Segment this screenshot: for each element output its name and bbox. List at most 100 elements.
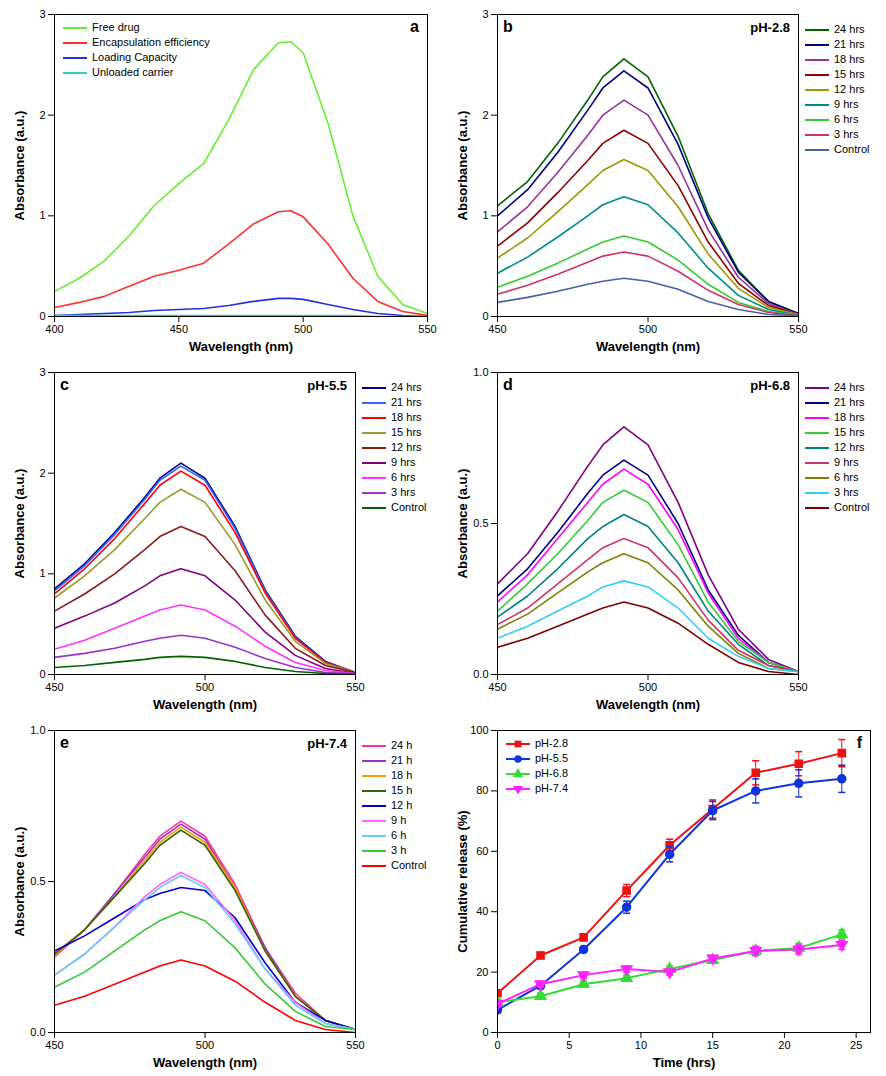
svg-text:500: 500 <box>294 323 312 335</box>
svg-text:Absorbance (a.u.): Absorbance (a.u.) <box>455 469 470 579</box>
svg-text:25: 25 <box>850 1039 862 1051</box>
html-text:24 hrs: 24 hrs <box>391 381 422 393</box>
html-text:15 h: 15 h <box>391 784 413 796</box>
html-text:24 hrs: 24 hrs <box>834 381 865 393</box>
html-text:15 hrs: 15 hrs <box>391 426 422 438</box>
html-text:9 hrs: 9 hrs <box>834 98 859 110</box>
html-text:15 hrs: 15 hrs <box>834 68 865 80</box>
html-text:Encapsulation efficiency: Encapsulation efficiency <box>92 36 210 48</box>
html-text:Loading Capacity: Loading Capacity <box>92 51 177 63</box>
svg-text:0.5: 0.5 <box>473 517 488 529</box>
svg-text:1: 1 <box>39 567 45 579</box>
svg-text:Absorbance (a.u.): Absorbance (a.u.) <box>455 111 470 221</box>
svg-text:0: 0 <box>482 310 488 322</box>
html-text:6 hrs: 6 hrs <box>834 113 859 125</box>
svg-text:Absorbance (a.u.): Absorbance (a.u.) <box>12 827 27 937</box>
html-text:18 hrs: 18 hrs <box>834 411 865 423</box>
svg-text:450: 450 <box>170 323 188 335</box>
html-text:Unloaded carrier: Unloaded carrier <box>92 66 174 78</box>
svg-text:10: 10 <box>635 1039 647 1051</box>
html-text:12 hrs: 12 hrs <box>834 83 865 95</box>
svg-text:1.0: 1.0 <box>30 724 45 736</box>
svg-text:2: 2 <box>39 109 45 121</box>
html-text:6 h: 6 h <box>391 829 407 841</box>
html-text:9 hrs: 9 hrs <box>391 456 416 468</box>
svg-text:0.0: 0.0 <box>473 668 488 680</box>
svg-text:3: 3 <box>482 8 488 20</box>
html-text:pH-2.8: pH-2.8 <box>750 20 790 35</box>
html-text:pH-5.5: pH-5.5 <box>307 378 347 393</box>
svg-text:60: 60 <box>476 845 488 857</box>
svg-text:5: 5 <box>566 1039 572 1051</box>
svg-text:1: 1 <box>482 209 488 221</box>
html-text:12 hrs: 12 hrs <box>834 441 865 453</box>
html-text:9 hrs: 9 hrs <box>834 456 859 468</box>
svg-text:20: 20 <box>476 966 488 978</box>
html-text:9 h: 9 h <box>391 814 407 826</box>
svg-text:450: 450 <box>45 1039 63 1051</box>
svg-text:3: 3 <box>39 8 45 20</box>
svg-text:0: 0 <box>39 310 45 322</box>
html-text:15 hrs: 15 hrs <box>834 426 865 438</box>
svg-text:Wavelength (nm): Wavelength (nm) <box>153 1055 257 1070</box>
svg-text:0: 0 <box>482 1026 488 1038</box>
svg-text:0.0: 0.0 <box>30 1026 45 1038</box>
svg-text:0: 0 <box>494 1039 500 1051</box>
svg-text:Time (hrs): Time (hrs) <box>653 1055 716 1070</box>
svg-text:Absorbance (a.u.): Absorbance (a.u.) <box>12 469 27 579</box>
html-text:Free drug: Free drug <box>92 21 140 33</box>
svg-text:Absorbance (a.u.): Absorbance (a.u.) <box>12 111 27 221</box>
html-text:18 hrs: 18 hrs <box>834 53 865 65</box>
html-text:21 h: 21 h <box>391 754 413 766</box>
html-text:18 h: 18 h <box>391 769 413 781</box>
svg-text:550: 550 <box>346 1039 364 1051</box>
svg-text:2: 2 <box>482 109 488 121</box>
html-text:21 hrs: 21 hrs <box>391 396 422 408</box>
svg-text:450: 450 <box>45 681 63 693</box>
svg-text:100: 100 <box>470 724 488 736</box>
svg-text:Wavelength (nm): Wavelength (nm) <box>153 697 257 712</box>
svg-text:550: 550 <box>346 681 364 693</box>
html-text:pH-6.8: pH-6.8 <box>750 378 790 393</box>
html-text:24 h: 24 h <box>391 739 413 751</box>
html-text:Control: Control <box>834 501 870 513</box>
svg-text:0: 0 <box>39 668 45 680</box>
svg-text:20: 20 <box>778 1039 790 1051</box>
svg-text:Wavelength (nm): Wavelength (nm) <box>596 339 700 354</box>
html-text:3 hrs: 3 hrs <box>834 128 859 140</box>
svg-text:Wavelength (nm): Wavelength (nm) <box>596 697 700 712</box>
html-text:24 hrs: 24 hrs <box>834 23 865 35</box>
svg-text:500: 500 <box>196 681 214 693</box>
svg-text:400: 400 <box>45 323 63 335</box>
svg-text:15: 15 <box>707 1039 719 1051</box>
html-text:pH-7.4: pH-7.4 <box>307 736 347 751</box>
svg-text:550: 550 <box>418 323 436 335</box>
html-text:3 hrs: 3 hrs <box>391 486 416 498</box>
svg-text:Wavelength (nm): Wavelength (nm) <box>189 339 293 354</box>
html-text:21 hrs: 21 hrs <box>834 396 865 408</box>
svg-text:500: 500 <box>639 681 657 693</box>
html-text:6 hrs: 6 hrs <box>391 471 416 483</box>
svg-text:2: 2 <box>39 467 45 479</box>
html-text:3 hrs: 3 hrs <box>834 486 859 498</box>
svg-text:500: 500 <box>196 1039 214 1051</box>
html-text:6 hrs: 6 hrs <box>834 471 859 483</box>
html-text:Control: Control <box>391 501 427 513</box>
svg-text:450: 450 <box>488 681 506 693</box>
html-text:12 h: 12 h <box>391 799 413 811</box>
html-text:18 hrs: 18 hrs <box>391 411 422 423</box>
svg-text:3: 3 <box>39 366 45 378</box>
svg-text:500: 500 <box>639 323 657 335</box>
html-text:21 hrs: 21 hrs <box>834 38 865 50</box>
svg-text:80: 80 <box>476 784 488 796</box>
svg-text:0.5: 0.5 <box>30 875 45 887</box>
svg-text:550: 550 <box>789 323 807 335</box>
svg-text:Cumulative release (%): Cumulative release (%) <box>455 810 470 952</box>
svg-text:550: 550 <box>789 681 807 693</box>
svg-text:1.0: 1.0 <box>473 366 488 378</box>
svg-text:1: 1 <box>39 209 45 221</box>
svg-text:40: 40 <box>476 905 488 917</box>
svg-text:450: 450 <box>488 323 506 335</box>
html-text:Control: Control <box>834 143 870 155</box>
html-text:12 hrs: 12 hrs <box>391 441 422 453</box>
